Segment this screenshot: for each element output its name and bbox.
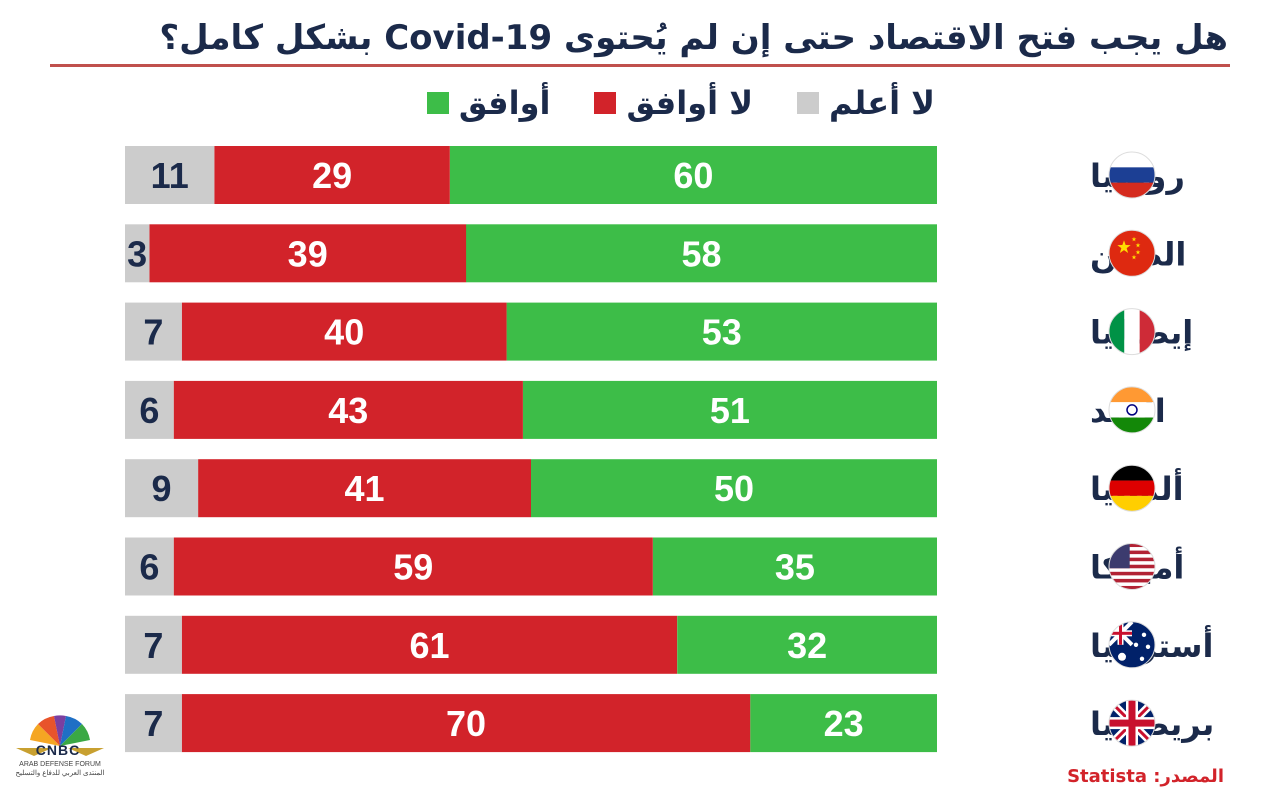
legend-item-dont-know: لا أعلم (797, 84, 935, 122)
legend-swatch-disagree (594, 92, 617, 114)
bar-dont-know-label: 7 (143, 703, 163, 744)
logo-wordmark: CNBC (35, 742, 81, 758)
cnbc-peacock-logo-icon (16, 715, 104, 756)
bar-disagree-label: 41 (344, 468, 384, 509)
bar-row-1: 58393الصين (125, 224, 1186, 283)
bar-disagree-label: 40 (324, 312, 364, 353)
bar-disagree-label: 70 (446, 703, 486, 744)
source-note: المصدر: Statista (1067, 766, 1224, 787)
title-divider (50, 64, 1230, 67)
bar-agree (652, 537, 937, 596)
bar-disagree-label: 59 (393, 547, 433, 588)
bar-disagree (214, 146, 450, 204)
germany-flag-icon (1108, 464, 1156, 512)
legend-item-agree: أوافق (426, 84, 551, 122)
bar-dont-know (125, 302, 182, 361)
bar-row-6: 32617أستراليا (125, 615, 1213, 674)
bar-agree (466, 224, 937, 283)
bar-agree-label: 51 (710, 390, 750, 431)
bar-disagree (181, 694, 751, 753)
bar-agree-label: 32 (787, 625, 827, 666)
italy-flag-icon (1108, 308, 1156, 356)
bar-dont-know (125, 615, 182, 674)
bar-dont-know-label: 11 (151, 155, 189, 196)
bar-agree (522, 380, 937, 439)
legend-item-disagree: لا أوافق (594, 84, 753, 122)
china-flag-icon (1108, 229, 1156, 277)
bar-agree-label: 50 (714, 468, 754, 509)
legend-label-agree: أوافق (458, 84, 551, 122)
bar-row-2: 53407إيطاليا (125, 302, 1193, 361)
bar-row-4: 50419ألمانيا (125, 459, 1184, 518)
bar-agree-label: 23 (824, 703, 864, 744)
bar-dont-know-label: 3 (127, 233, 147, 274)
bar-agree-label: 35 (775, 547, 815, 588)
bar-disagree (173, 380, 523, 439)
bar-row-7: 23707بريطانيا (125, 694, 1214, 753)
bar-agree (506, 302, 937, 361)
bar-agree (677, 615, 937, 674)
bar-disagree-label: 43 (328, 390, 368, 431)
uk-flag-icon (1108, 699, 1156, 747)
bar-dont-know-label: 9 (151, 468, 171, 509)
bar-agree-label: 53 (702, 312, 742, 353)
chart-title: هل يجب فتح الاقتصاد حتى إن لم يُحتوى Cov… (159, 18, 1228, 58)
russia-flag-icon (1108, 151, 1156, 199)
bar-agree (449, 146, 937, 204)
bar-disagree (181, 302, 507, 361)
legend-swatch-dont-know (797, 92, 820, 114)
bar-dont-know-label: 7 (143, 312, 163, 353)
legend: أوافق لا أوافق لا أعلم (426, 84, 935, 122)
logo-subtext-en: ARAB DEFENSE FORUM (19, 761, 101, 768)
bar-disagree-label: 61 (409, 625, 449, 666)
bar-disagree (181, 615, 678, 674)
logo-subtext-ar: المنتدى العربي للدفاع والتسليح (15, 770, 105, 777)
bar-dont-know (125, 146, 215, 204)
legend-label-disagree: لا أوافق (626, 84, 754, 122)
logo-subtext: ARAB DEFENSE FORUM المنتدى العربي للدفاع… (8, 760, 112, 778)
bar-dont-know (125, 537, 174, 596)
bar-row-3: 51436الهند (125, 380, 1166, 439)
bar-agree (750, 694, 937, 753)
australia-flag-icon (1108, 621, 1156, 669)
bar-row-0: 602911روسيا (125, 146, 1185, 204)
bar-agree-label: 58 (681, 233, 721, 274)
bar-disagree (149, 224, 467, 283)
bar-dont-know (125, 380, 174, 439)
bar-disagree (173, 537, 653, 596)
india-flag-icon (1108, 386, 1156, 434)
bar-agree (531, 459, 937, 518)
bar-dont-know-label: 7 (143, 625, 163, 666)
legend-label-dont-know: لا أعلم (829, 84, 935, 122)
bar-row-5: 35596أميركا (125, 537, 1184, 596)
bar-disagree-label: 29 (312, 155, 352, 196)
bar-disagree-label: 39 (288, 233, 328, 274)
bar-disagree (198, 459, 531, 518)
usa-flag-icon (1108, 543, 1156, 590)
bar-agree-label: 60 (673, 155, 713, 196)
bar-dont-know (125, 694, 182, 753)
bar-dont-know (125, 459, 199, 518)
bar-dont-know-label: 6 (139, 390, 159, 431)
legend-swatch-agree (426, 92, 449, 114)
bar-dont-know-label: 6 (139, 547, 159, 588)
bar-dont-know (125, 224, 150, 283)
